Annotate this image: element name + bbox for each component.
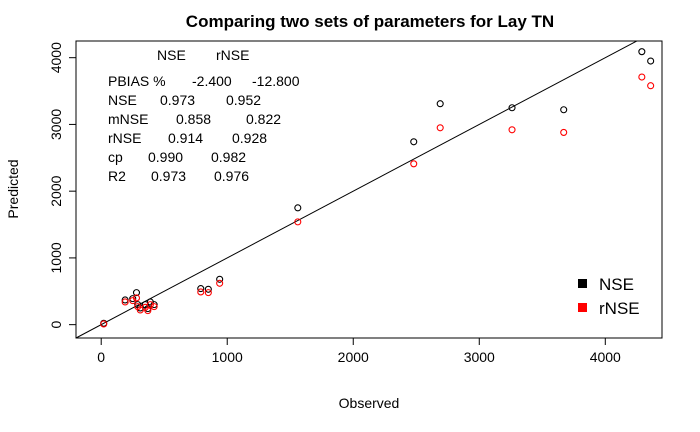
stats-nse-value: 0.858 <box>176 111 211 127</box>
point-nse <box>410 138 418 146</box>
point-rnse <box>560 128 568 136</box>
y-tick-label: 4000 <box>48 42 64 73</box>
point-rnse <box>144 307 152 315</box>
point-rnse <box>100 320 108 328</box>
point-nse <box>436 100 444 108</box>
stats-nse-value: 0.990 <box>148 149 183 165</box>
legend: NSE rNSE <box>578 275 640 318</box>
point-rnse <box>146 301 154 309</box>
stats-nse-value: 0.973 <box>151 168 186 184</box>
x-axis-label: Observed <box>339 395 400 411</box>
legend-swatch-nse <box>578 279 587 288</box>
stats-rnse-value: 0.822 <box>246 111 281 127</box>
y-axis: 0 1000 2000 3000 4000 <box>48 42 77 329</box>
point-nse <box>129 295 137 303</box>
point-nse <box>121 296 129 304</box>
point-rnse <box>410 160 418 168</box>
point-nse <box>150 301 158 309</box>
point-rnse <box>204 289 212 297</box>
chart-title: Comparing two sets of parameters for Lay… <box>186 12 554 31</box>
point-nse <box>560 106 568 114</box>
y-tick-label: 1000 <box>48 242 64 273</box>
x-tick-label: 4000 <box>590 349 621 365</box>
y-axis-label: Predicted <box>5 159 21 218</box>
legend-label-rnse: rNSE <box>599 299 640 318</box>
stats-row-label: mNSE <box>108 111 148 127</box>
point-rnse <box>647 82 655 90</box>
point-rnse <box>197 288 205 296</box>
stats-nse-value: 0.973 <box>160 92 195 108</box>
stats-row-label: cp <box>108 149 123 165</box>
point-rnse <box>132 294 141 302</box>
data-points <box>100 48 655 328</box>
stats-nse-value: 0.914 <box>168 130 203 146</box>
stats-rnse-value: 0.976 <box>214 168 249 184</box>
stats-rnse-value: 0.928 <box>232 130 267 146</box>
stats-header: rNSE <box>216 47 249 63</box>
legend-label-nse: NSE <box>599 275 634 294</box>
point-nse <box>294 204 302 212</box>
y-tick-label: 0 <box>48 321 64 329</box>
stats-header: NSE <box>157 47 186 63</box>
y-tick-label: 3000 <box>48 109 64 140</box>
point-rnse <box>436 124 444 132</box>
point-nse <box>647 57 655 65</box>
point-rnse <box>216 279 224 287</box>
point-rnse <box>121 298 129 306</box>
x-tick-label: 3000 <box>464 349 495 365</box>
point-nse <box>216 275 224 283</box>
x-axis: 0 1000 2000 3000 4000 <box>97 337 621 365</box>
one-to-one-line <box>75 40 638 339</box>
point-nse <box>132 289 141 297</box>
point-rnse <box>638 73 646 81</box>
stats-rnse-value: 0.982 <box>211 149 246 165</box>
point-rnse <box>150 303 158 311</box>
stats-nse-value: -2.400 <box>192 73 232 89</box>
point-nse <box>204 285 212 293</box>
stats-row-label: PBIAS % <box>108 73 166 89</box>
x-tick-label: 1000 <box>212 349 243 365</box>
stats-rnse-value: 0.952 <box>226 92 261 108</box>
stats-row-label: NSE <box>108 92 137 108</box>
point-nse <box>508 104 516 112</box>
point-nse <box>638 48 646 56</box>
stats-rnse-value: -12.800 <box>252 73 300 89</box>
point-nse <box>197 285 205 293</box>
stats-row-label: rNSE <box>108 130 141 146</box>
stats-table: NSE rNSE PBIAS % -2.400 -12.800 NSE 0.973 0.952… <box>108 47 300 184</box>
x-tick-label: 0 <box>97 349 105 365</box>
point-rnse <box>294 218 302 226</box>
y-tick-label: 2000 <box>48 175 64 206</box>
x-tick-label: 2000 <box>338 349 369 365</box>
legend-swatch-rnse <box>578 303 587 312</box>
stats-row-label: R2 <box>108 168 126 184</box>
plot-area <box>75 40 655 339</box>
point-rnse <box>508 126 516 134</box>
